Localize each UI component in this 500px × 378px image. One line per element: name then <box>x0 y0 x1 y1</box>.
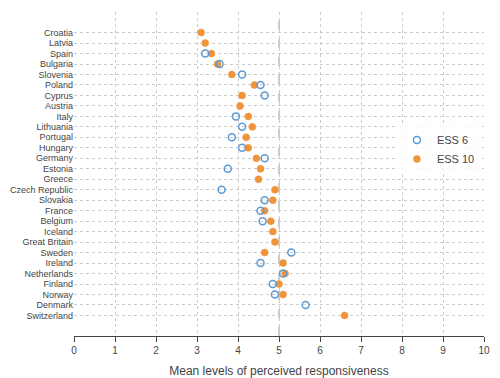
svg-text:3: 3 <box>194 345 200 356</box>
svg-text:France: France <box>45 206 73 216</box>
svg-text:Netherlands: Netherlands <box>24 269 73 279</box>
svg-text:Portugal: Portugal <box>39 132 73 142</box>
svg-text:Estonia: Estonia <box>43 164 73 174</box>
svg-text:9: 9 <box>440 345 446 356</box>
svg-text:ESS 6: ESS 6 <box>437 134 468 146</box>
svg-text:Czech Republic: Czech Republic <box>10 185 74 195</box>
svg-text:6: 6 <box>317 345 323 356</box>
svg-text:Germany: Germany <box>36 153 74 163</box>
svg-text:10: 10 <box>478 345 490 356</box>
svg-text:Slovenia: Slovenia <box>38 70 73 80</box>
svg-text:ESS 10: ESS 10 <box>437 153 474 165</box>
svg-text:1: 1 <box>112 345 118 356</box>
svg-text:Switzerland: Switzerland <box>26 311 73 321</box>
svg-text:4: 4 <box>235 345 241 356</box>
svg-text:Lithuania: Lithuania <box>36 122 73 132</box>
svg-text:Norway: Norway <box>42 290 73 300</box>
svg-text:Greece: Greece <box>43 174 73 184</box>
svg-text:Ireland: Ireland <box>45 258 73 268</box>
svg-text:Slovakia: Slovakia <box>39 195 73 205</box>
svg-text:Belgium: Belgium <box>40 216 73 226</box>
svg-text:Spain: Spain <box>50 49 73 59</box>
svg-text:Great Britain: Great Britain <box>22 237 73 247</box>
svg-text:Sweden: Sweden <box>40 248 73 258</box>
svg-text:Finland: Finland <box>43 279 73 289</box>
svg-text:Iceland: Iceland <box>44 227 73 237</box>
svg-text:Cyprus: Cyprus <box>44 91 73 101</box>
svg-text:Italy: Italy <box>56 112 73 122</box>
svg-text:Latvia: Latvia <box>49 38 73 48</box>
svg-text:Bulgaria: Bulgaria <box>40 59 73 69</box>
svg-text:2: 2 <box>153 345 159 356</box>
svg-text:8: 8 <box>399 345 405 356</box>
svg-text:7: 7 <box>358 345 364 356</box>
svg-text:0: 0 <box>71 345 77 356</box>
svg-text:Hungary: Hungary <box>39 143 74 153</box>
svg-text:Mean levels of perceived respo: Mean levels of perceived responsiveness <box>169 364 388 378</box>
svg-text:Austria: Austria <box>45 101 73 111</box>
svg-text:Denmark: Denmark <box>36 300 73 310</box>
svg-text:5: 5 <box>276 345 282 356</box>
svg-text:Croatia: Croatia <box>44 28 73 38</box>
svg-text:Poland: Poland <box>45 80 73 90</box>
